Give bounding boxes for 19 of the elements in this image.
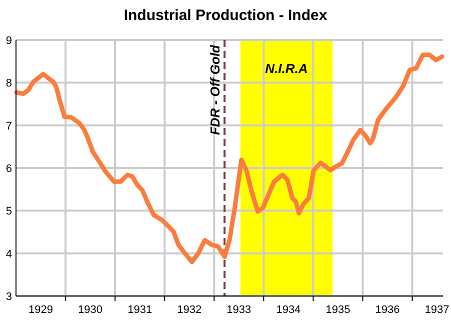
x-tick-label: 1931 xyxy=(128,304,152,316)
ref-line-label: FDR - Off Gold xyxy=(208,44,223,136)
chart-title: Industrial Production - Index xyxy=(124,7,328,24)
y-tick-label: 5 xyxy=(6,206,12,218)
y-tick-label: 9 xyxy=(6,35,12,47)
x-tick-label: 1936 xyxy=(375,304,400,316)
x-tick-label: 1929 xyxy=(28,304,54,316)
x-tick-label: 1932 xyxy=(177,304,202,316)
y-tick-label: 8 xyxy=(6,78,12,90)
y-tick-label: 6 xyxy=(6,163,12,175)
x-tick-label: 1935 xyxy=(326,304,350,316)
x-tick-label: 1934 xyxy=(276,304,301,316)
x-tick-label: 1937 xyxy=(424,304,450,316)
y-tick-label: 7 xyxy=(6,120,12,132)
y-tick-label: 3 xyxy=(6,291,12,303)
y-tick-label: 4 xyxy=(6,248,12,260)
x-tick-label: 1933 xyxy=(226,304,252,316)
x-tick-label: 1930 xyxy=(78,304,103,316)
band-label: N.I.R.A xyxy=(265,61,308,76)
